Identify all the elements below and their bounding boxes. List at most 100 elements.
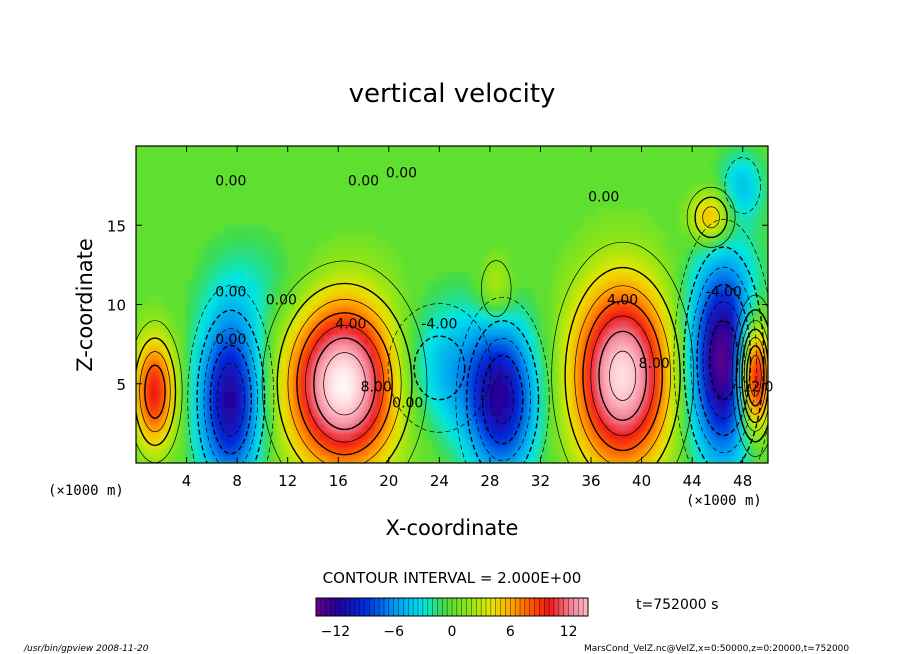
field-cell <box>735 351 744 361</box>
field-cell <box>274 430 282 440</box>
field-cell <box>136 438 143 448</box>
colorbar-segment <box>398 598 404 616</box>
field-cell <box>388 414 396 424</box>
field-cell <box>432 407 440 416</box>
field-cell <box>136 335 143 345</box>
field-cell <box>394 422 402 432</box>
field-cell <box>242 319 251 329</box>
field-cell <box>748 185 756 195</box>
field-cell <box>356 304 365 313</box>
field-cell <box>217 304 225 313</box>
field-cell <box>565 304 573 313</box>
field-cell <box>186 446 194 456</box>
field-cell <box>451 304 459 313</box>
field-cell <box>533 446 541 456</box>
field-cell <box>325 391 333 401</box>
field-cell <box>381 430 390 440</box>
field-cell <box>223 414 232 424</box>
field-cell <box>660 272 668 282</box>
field-cell <box>287 383 295 393</box>
field-cell <box>445 359 453 369</box>
field-cell <box>363 343 371 353</box>
field-cell <box>261 399 270 409</box>
colorbar-tick-label: −6 <box>383 624 404 640</box>
field-cell <box>211 399 219 409</box>
field-cell <box>375 335 383 345</box>
field-cell <box>249 248 257 258</box>
field-cell <box>761 177 768 187</box>
field-cell <box>369 375 377 385</box>
field-cell <box>280 304 289 313</box>
field-cell <box>173 422 181 432</box>
field-cell <box>388 399 396 409</box>
field-cell <box>754 327 763 337</box>
field-cell <box>609 335 617 345</box>
field-cell <box>306 399 314 409</box>
field-cell <box>577 335 586 345</box>
field-cell <box>622 375 630 385</box>
field-cell <box>584 240 592 250</box>
field-cell <box>653 422 662 432</box>
field-cell <box>381 288 390 298</box>
field-cell <box>230 343 238 353</box>
field-cell <box>666 327 674 337</box>
field-cell <box>299 351 308 361</box>
field-cell <box>590 224 598 234</box>
field-cell <box>653 224 662 234</box>
field-cell <box>489 407 497 416</box>
field-cell <box>306 375 314 385</box>
field-cell <box>205 343 213 353</box>
field-cell <box>217 407 225 416</box>
field-cell <box>552 407 560 416</box>
field-cell <box>742 248 750 258</box>
field-cell <box>141 367 150 377</box>
field-cell <box>527 335 535 345</box>
field-cell <box>502 367 510 377</box>
field-cell <box>666 414 674 424</box>
field-cell <box>363 335 371 345</box>
field-cell <box>685 304 693 313</box>
field-cell <box>761 359 768 369</box>
field-cell <box>141 319 150 329</box>
field-cell <box>558 248 567 258</box>
field-cell <box>647 296 655 305</box>
field-cell <box>723 240 731 250</box>
field-cell <box>508 375 516 385</box>
field-cell <box>438 288 447 298</box>
field-cell <box>672 430 681 440</box>
field-cell <box>710 288 718 298</box>
field-cell <box>198 438 207 448</box>
field-cell <box>306 446 314 456</box>
field-cell <box>609 311 617 321</box>
field-cell <box>331 311 339 321</box>
field-cell <box>679 208 687 218</box>
field-cell <box>527 359 535 369</box>
field-cell <box>457 335 466 345</box>
field-cell <box>723 319 731 329</box>
field-cell <box>596 224 605 234</box>
field-cell <box>192 383 200 393</box>
field-cell <box>653 359 662 369</box>
field-cell <box>508 296 516 305</box>
field-cell <box>388 264 396 274</box>
field-cell <box>154 351 162 361</box>
field-cell <box>653 311 662 321</box>
field-cell <box>312 430 320 440</box>
field-cell <box>634 311 643 321</box>
field-cell <box>539 343 548 353</box>
field-cell <box>685 248 693 258</box>
field-cell <box>653 327 662 337</box>
field-cell <box>217 422 225 432</box>
field-cell <box>445 296 453 305</box>
field-cell <box>571 304 579 313</box>
field-cell <box>603 256 611 266</box>
field-cell <box>552 438 560 448</box>
field-cell <box>198 375 207 385</box>
field-cell <box>697 422 706 432</box>
field-cell <box>299 280 308 290</box>
field-cell <box>287 399 295 409</box>
field-cell <box>381 422 390 432</box>
field-cell <box>647 407 655 416</box>
field-cell <box>710 256 718 266</box>
field-cell <box>261 375 270 385</box>
